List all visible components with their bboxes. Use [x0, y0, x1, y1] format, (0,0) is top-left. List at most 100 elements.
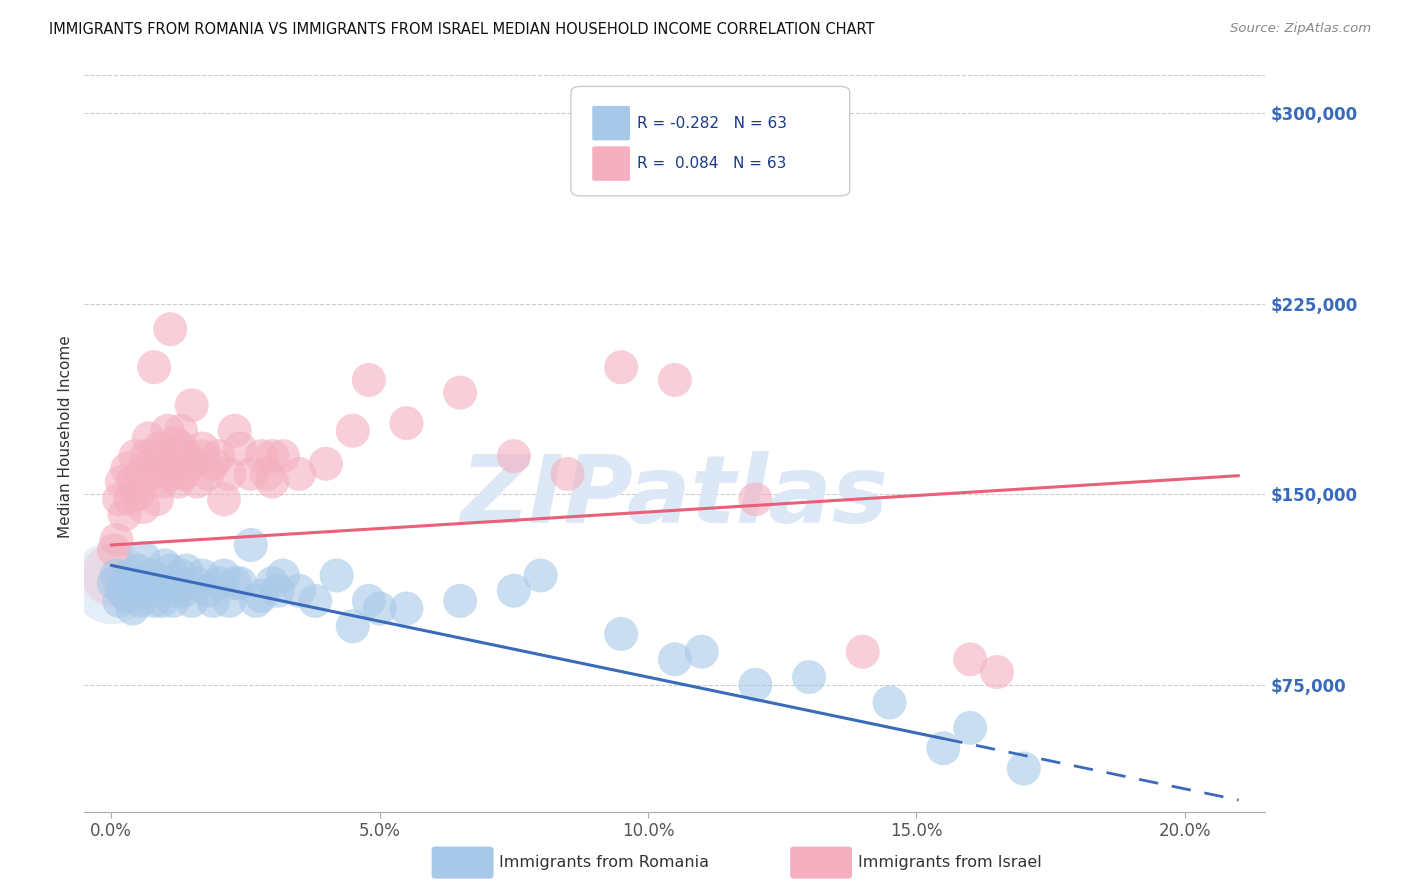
Point — [502, 583, 524, 598]
Point — [121, 601, 143, 615]
Point — [449, 385, 471, 400]
Point — [744, 678, 766, 692]
Point — [135, 449, 157, 463]
Point — [156, 424, 179, 438]
Point — [141, 568, 163, 582]
FancyBboxPatch shape — [571, 87, 849, 196]
Point — [143, 449, 166, 463]
Point — [138, 431, 160, 445]
Point — [271, 568, 294, 582]
Point — [212, 492, 235, 507]
Point — [167, 475, 190, 489]
Point — [159, 563, 181, 577]
Point — [986, 665, 1008, 679]
FancyBboxPatch shape — [592, 146, 630, 181]
Point — [932, 741, 955, 756]
Point — [101, 568, 124, 582]
Point — [159, 467, 181, 481]
Point — [124, 449, 146, 463]
Point — [165, 583, 187, 598]
Point — [357, 373, 380, 387]
Point — [229, 576, 252, 591]
Point — [170, 424, 193, 438]
Point — [342, 619, 364, 633]
Point — [797, 670, 820, 684]
Point — [111, 583, 134, 598]
Point — [262, 576, 284, 591]
Point — [176, 449, 198, 463]
Point — [207, 449, 229, 463]
Point — [105, 533, 128, 547]
Point — [173, 583, 195, 598]
Point — [162, 594, 184, 608]
Point — [288, 583, 311, 598]
Point — [118, 492, 141, 507]
Point — [156, 576, 179, 591]
Point — [176, 563, 198, 577]
Point — [530, 568, 553, 582]
Point — [342, 424, 364, 438]
Text: Immigrants from Romania: Immigrants from Romania — [499, 855, 709, 870]
Point — [262, 449, 284, 463]
Point — [103, 576, 125, 591]
Point — [132, 500, 155, 514]
Point — [170, 568, 193, 582]
Point — [368, 601, 391, 615]
Point — [304, 594, 326, 608]
Point — [557, 467, 579, 481]
Point — [186, 576, 208, 591]
Point — [141, 467, 163, 481]
Point — [395, 601, 418, 615]
Point — [262, 475, 284, 489]
Point — [167, 576, 190, 591]
Point — [129, 467, 152, 481]
Text: Source: ZipAtlas.com: Source: ZipAtlas.com — [1230, 22, 1371, 36]
Point — [186, 475, 208, 489]
Text: Immigrants from Israel: Immigrants from Israel — [858, 855, 1042, 870]
Point — [218, 467, 240, 481]
Point — [395, 416, 418, 430]
Point — [250, 589, 273, 603]
Point — [218, 594, 240, 608]
Point — [202, 594, 225, 608]
Point — [111, 475, 134, 489]
Point — [148, 442, 170, 456]
Point — [610, 360, 633, 375]
Point — [325, 568, 347, 582]
Point — [191, 449, 214, 463]
Point — [202, 457, 225, 471]
Point — [224, 424, 246, 438]
Point — [664, 373, 686, 387]
Text: R = -0.282   N = 63: R = -0.282 N = 63 — [637, 116, 787, 130]
Point — [148, 583, 170, 598]
Point — [250, 449, 273, 463]
Point — [690, 645, 713, 659]
Point — [108, 594, 131, 608]
Point — [271, 449, 294, 463]
Point — [129, 594, 152, 608]
Point — [127, 487, 149, 501]
FancyBboxPatch shape — [592, 106, 630, 140]
Point — [256, 467, 278, 481]
Point — [197, 583, 219, 598]
Point — [191, 442, 214, 456]
Point — [159, 322, 181, 336]
Point — [108, 492, 131, 507]
Point — [1012, 762, 1035, 776]
Point — [180, 594, 202, 608]
Point — [138, 576, 160, 591]
Point — [449, 594, 471, 608]
Point — [153, 457, 176, 471]
Point — [165, 436, 187, 450]
Point — [153, 558, 176, 573]
Point — [135, 583, 157, 598]
Point — [245, 594, 267, 608]
Point — [150, 475, 173, 489]
Point — [191, 568, 214, 582]
Text: ZIPatlas: ZIPatlas — [461, 451, 889, 543]
Point — [224, 576, 246, 591]
Point — [852, 645, 875, 659]
Point — [101, 576, 124, 591]
Point — [118, 568, 141, 582]
Point — [105, 568, 128, 582]
